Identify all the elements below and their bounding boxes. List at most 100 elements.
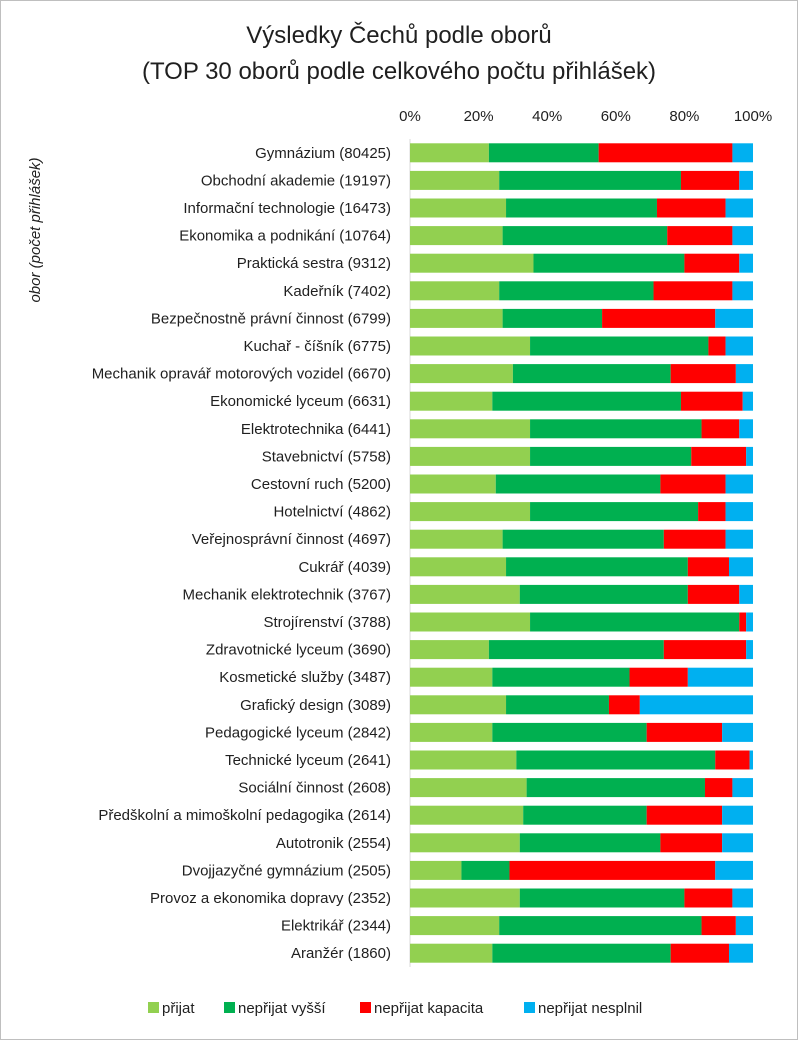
bar-segment-2-row-7 bbox=[502, 308, 603, 328]
bar-segment-4-row-7 bbox=[715, 308, 753, 328]
chart-title-line-1: Výsledky Čechů podle oborů bbox=[246, 21, 552, 49]
bar-segment-1-row-11 bbox=[410, 419, 531, 439]
category-label: Zdravotnické lyceum (3690) bbox=[206, 642, 391, 659]
bar-segment-1-row-1 bbox=[410, 143, 489, 163]
bar-segment-4-row-16 bbox=[728, 557, 753, 577]
bar-segment-1-row-27 bbox=[410, 860, 462, 880]
bar-segment-3-row-29 bbox=[701, 916, 736, 936]
bar-segment-1-row-28 bbox=[410, 888, 520, 908]
bar-segment-1-row-12 bbox=[410, 446, 531, 466]
category-label: Autotronik (2554) bbox=[276, 835, 391, 852]
bar-segment-2-row-20 bbox=[492, 667, 630, 687]
bar-segment-2-row-6 bbox=[499, 281, 654, 301]
bar-segment-3-row-6 bbox=[653, 281, 733, 301]
category-label: Mechanik elektrotechnik (3767) bbox=[183, 586, 391, 603]
bar-segment-2-row-19 bbox=[488, 640, 664, 660]
bar-segment-1-row-21 bbox=[410, 695, 507, 715]
bar-segment-4-row-18 bbox=[746, 612, 753, 632]
bar-segment-2-row-18 bbox=[530, 612, 740, 632]
bar-segment-3-row-10 bbox=[680, 391, 743, 411]
category-label: Elektrikář (2344) bbox=[281, 918, 391, 935]
bar-segment-3-row-11 bbox=[701, 419, 740, 439]
bar-segment-2-row-29 bbox=[499, 916, 702, 936]
bar-segment-4-row-17 bbox=[739, 584, 753, 604]
category-label: Provoz a ekonomika dopravy (2352) bbox=[150, 890, 391, 907]
bar-segment-2-row-27 bbox=[461, 860, 510, 880]
category-label: Cukrář (4039) bbox=[298, 559, 391, 576]
bar-segment-4-row-30 bbox=[728, 943, 753, 963]
x-tick-label: 100% bbox=[734, 108, 772, 125]
bar-segment-2-row-11 bbox=[530, 419, 702, 439]
bar-segment-1-row-29 bbox=[410, 916, 500, 936]
bar-segment-3-row-12 bbox=[691, 446, 747, 466]
category-label: Cestovní ruch (5200) bbox=[251, 476, 391, 493]
legend-swatch bbox=[224, 1002, 235, 1013]
category-label: Stavebnictví (5758) bbox=[262, 448, 391, 465]
bar-segment-4-row-4 bbox=[732, 226, 753, 246]
bar-segment-4-row-27 bbox=[715, 860, 753, 880]
bar-segment-4-row-12 bbox=[746, 446, 753, 466]
bar-segment-2-row-16 bbox=[506, 557, 688, 577]
category-label: Předškolní a mimoškolní pedagogika (2614… bbox=[98, 807, 391, 824]
bar-segment-1-row-25 bbox=[410, 805, 524, 825]
bar-segment-2-row-17 bbox=[519, 584, 688, 604]
bar-segment-4-row-25 bbox=[722, 805, 753, 825]
bar-segment-4-row-8 bbox=[725, 336, 753, 356]
bar-segment-3-row-20 bbox=[629, 667, 688, 687]
bar-segment-3-row-21 bbox=[608, 695, 640, 715]
x-tick-label: 0% bbox=[399, 108, 421, 125]
bar-segment-2-row-13 bbox=[495, 474, 661, 494]
bar-segment-4-row-20 bbox=[687, 667, 753, 687]
bar-segment-2-row-21 bbox=[506, 695, 609, 715]
bar-segment-1-row-20 bbox=[410, 667, 493, 687]
x-tick-label: 40% bbox=[532, 108, 562, 125]
bar-segment-1-row-13 bbox=[410, 474, 496, 494]
bar-segment-2-row-10 bbox=[492, 391, 681, 411]
bar-segment-4-row-29 bbox=[735, 916, 753, 936]
bar-segment-4-row-13 bbox=[725, 474, 753, 494]
bar-segment-1-row-2 bbox=[410, 170, 500, 190]
bar-segment-1-row-15 bbox=[410, 529, 503, 549]
category-label: Bezpečnostně právní činnost (6799) bbox=[151, 310, 391, 327]
bar-segment-3-row-22 bbox=[646, 722, 723, 742]
bar-segment-1-row-6 bbox=[410, 281, 500, 301]
bar-segment-4-row-11 bbox=[739, 419, 753, 439]
bar-segment-1-row-5 bbox=[410, 253, 534, 273]
bar-segment-2-row-25 bbox=[523, 805, 647, 825]
legend-swatch bbox=[524, 1002, 535, 1013]
category-label: Ekonomické lyceum (6631) bbox=[210, 393, 391, 410]
bar-segment-1-row-8 bbox=[410, 336, 531, 356]
bar-segment-4-row-14 bbox=[725, 502, 753, 522]
bar-segment-1-row-24 bbox=[410, 778, 527, 798]
bar-segment-3-row-25 bbox=[646, 805, 723, 825]
category-label: Elektrotechnika (6441) bbox=[241, 421, 391, 438]
bar-segment-3-row-8 bbox=[708, 336, 726, 356]
category-label: Hotelnictví (4862) bbox=[273, 504, 391, 521]
bar-segment-3-row-2 bbox=[680, 170, 740, 190]
bar-segment-4-row-26 bbox=[722, 833, 753, 853]
bar-segment-4-row-6 bbox=[732, 281, 753, 301]
category-label: Obchodní akademie (19197) bbox=[201, 172, 391, 189]
bar-segment-2-row-28 bbox=[519, 888, 685, 908]
bar-segment-1-row-26 bbox=[410, 833, 520, 853]
legend-label: nepřijat vyšší bbox=[238, 1000, 326, 1017]
bar-segment-4-row-3 bbox=[725, 198, 753, 218]
bar-segment-1-row-22 bbox=[410, 722, 493, 742]
bar-segment-3-row-16 bbox=[687, 557, 729, 577]
x-tick-label: 80% bbox=[669, 108, 699, 125]
bar-segment-3-row-17 bbox=[687, 584, 740, 604]
bar-segment-4-row-24 bbox=[732, 778, 753, 798]
bar-segment-2-row-1 bbox=[488, 143, 599, 163]
bar-segment-3-row-24 bbox=[704, 778, 733, 798]
bar-segment-3-row-19 bbox=[663, 640, 747, 660]
bar-segment-3-row-14 bbox=[698, 502, 726, 522]
bar-segment-1-row-16 bbox=[410, 557, 507, 577]
bar-segment-2-row-15 bbox=[502, 529, 664, 549]
category-label: Strojírenství (3788) bbox=[263, 614, 391, 631]
bar-segment-4-row-9 bbox=[735, 364, 753, 384]
category-label: Praktická sestra (9312) bbox=[237, 255, 391, 272]
bar-segment-2-row-12 bbox=[530, 446, 692, 466]
bar-segment-4-row-22 bbox=[722, 722, 753, 742]
bar-segment-3-row-15 bbox=[663, 529, 726, 549]
